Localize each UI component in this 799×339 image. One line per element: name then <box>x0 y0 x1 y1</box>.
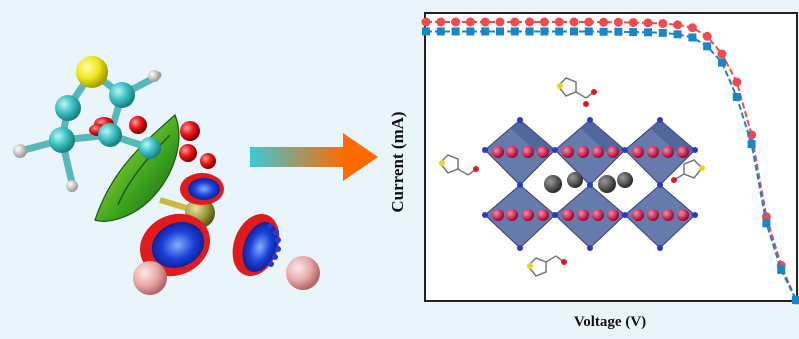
orbital-disc <box>139 213 211 277</box>
small-molecule-sketch <box>438 77 705 277</box>
data-point <box>496 27 504 36</box>
data-point <box>510 27 519 36</box>
data-point <box>451 27 460 36</box>
data-point <box>584 17 594 27</box>
data-point <box>614 27 623 36</box>
pink-sphere <box>286 256 320 290</box>
carbon-atom <box>49 127 75 153</box>
data-point <box>525 17 535 27</box>
hydrogen-atom <box>148 70 160 82</box>
data-point <box>687 23 697 33</box>
data-point <box>525 27 534 36</box>
data-point <box>717 49 727 59</box>
carbon-atom <box>139 137 161 159</box>
data-point <box>718 58 726 67</box>
pink-sphere <box>133 261 167 295</box>
red-orbital-cluster <box>89 116 216 169</box>
data-point <box>569 17 579 27</box>
data-point <box>465 17 475 27</box>
molecule-illustration <box>13 56 320 295</box>
series-2 <box>422 27 799 304</box>
data-point <box>688 33 697 42</box>
gradient-right-arrow <box>250 133 378 181</box>
data-point <box>644 28 652 37</box>
data-point <box>570 27 578 36</box>
data-point <box>777 265 786 274</box>
orbital-disc <box>232 214 281 276</box>
data-point <box>643 18 653 28</box>
data-point <box>495 17 505 27</box>
orbital-disc <box>180 173 224 205</box>
data-point <box>703 42 712 51</box>
x-axis-label: Voltage (V) <box>573 314 647 330</box>
data-point <box>658 18 668 28</box>
series-line <box>426 21 797 301</box>
carbon-atom <box>98 123 122 147</box>
data-point <box>422 27 430 36</box>
data-point <box>673 30 682 39</box>
data-point <box>732 92 741 101</box>
y-axis-label: Current (mA) <box>388 111 407 213</box>
data-point <box>599 17 609 27</box>
data-point <box>599 27 608 36</box>
data-point <box>629 28 638 37</box>
series-layer <box>421 17 799 305</box>
series-1 <box>421 17 799 305</box>
data-point <box>613 17 623 27</box>
data-point <box>540 27 549 36</box>
data-point <box>466 27 475 36</box>
data-point <box>673 20 683 30</box>
data-point <box>792 296 799 304</box>
hydrogen-atom <box>13 144 27 158</box>
hydrogen-atom <box>66 180 78 192</box>
data-point <box>554 17 564 27</box>
perovskite-crystal-inset <box>482 117 698 251</box>
data-point <box>628 18 638 28</box>
data-point <box>436 27 445 36</box>
data-point <box>584 27 593 36</box>
data-point <box>480 17 490 27</box>
data-point <box>762 219 771 228</box>
sulfur-atom <box>76 56 108 88</box>
data-point <box>747 130 757 140</box>
data-point <box>481 27 490 36</box>
data-point <box>658 28 667 37</box>
data-point <box>702 31 712 41</box>
data-point <box>436 17 446 27</box>
data-point <box>555 27 564 36</box>
data-point <box>747 140 756 149</box>
series-line <box>426 30 797 301</box>
carbon-atom <box>109 82 135 108</box>
data-point <box>510 17 520 27</box>
data-point <box>451 17 461 27</box>
carbon-atom <box>55 95 81 121</box>
data-point <box>732 77 742 87</box>
data-point <box>539 17 549 27</box>
data-point <box>421 17 431 27</box>
